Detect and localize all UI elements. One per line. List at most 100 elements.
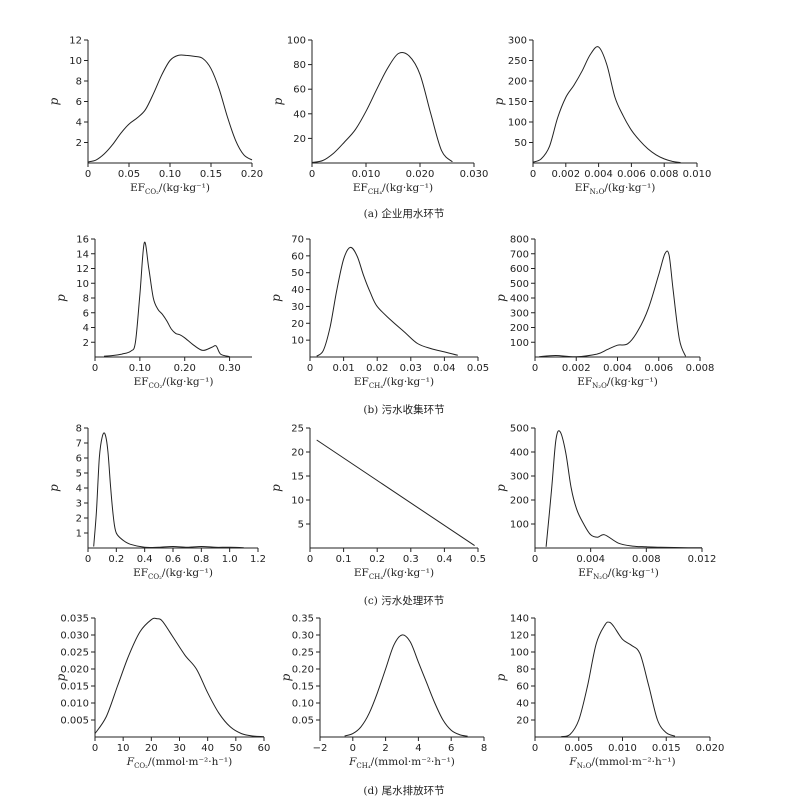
y-tick-label: 80 [293, 60, 306, 71]
x-tick-label: 4 [415, 743, 421, 754]
chart-panel-2: 0 0.010 0.020 0.030 20 40 60 80 100 p EFCH₄/(kg·kg… [271, 36, 488, 197]
x-tick-label: 0 [309, 169, 315, 180]
caption-b: (b) 污水收集环节 [363, 403, 444, 416]
y-tick-label: 150 [508, 97, 527, 108]
density-curve [93, 432, 244, 549]
y-tick-label: 2 [76, 138, 82, 149]
y-tick-label: 200 [510, 323, 529, 334]
y-tick-label: 300 [510, 472, 529, 483]
chart-panel-1: 0 0.05 0.10 0.15 0.20 2 4 6 8 10 12 p EFCO₂/(kg·kg⁻¹… [47, 36, 263, 197]
density-curve [87, 54, 253, 163]
y-axis-label: p [47, 97, 61, 105]
y-tick-label: 60 [291, 251, 304, 262]
x-tick-label: 0.008 [650, 169, 679, 180]
x-tick-label: 0.020 [696, 743, 725, 754]
y-axis-label: p [269, 484, 283, 492]
x-tick-label: 0.004 [576, 554, 605, 565]
x-axis-label: EFN₂O/(kg·kg⁻¹) [577, 376, 658, 390]
y-tick-label: 200 [510, 496, 529, 507]
y-tick-label: 6 [76, 97, 82, 108]
y-tick-label: 20 [293, 134, 306, 145]
y-tick-label: 0.35 [292, 614, 314, 625]
x-tick-label: 0 [92, 363, 98, 374]
y-tick-label: 500 [510, 279, 529, 290]
chart-panel-4: 0 0.10 0.20 0.30 2 4 6 8 10 12 14 16 p EFCO₂/(kg·kg⁻¹… [54, 235, 252, 390]
y-tick-label: 10 [69, 56, 82, 67]
y-axis-label: p [271, 97, 285, 105]
y-tick-label: 0.010 [60, 699, 89, 710]
x-tick-label: −2 [313, 743, 328, 754]
chart-panel-9: 0 0.004 0.008 0.012 100 200 300 400 500 p EFN₂O/(k… [494, 424, 716, 582]
y-tick-label: 7 [76, 439, 82, 450]
y-tick-label: 40 [291, 285, 304, 296]
y-tick-label: 0.015 [60, 682, 89, 693]
x-axis-label: FCH₄/(mmol·m⁻²·h⁻¹) [348, 756, 455, 770]
y-tick-label: 0.020 [60, 665, 89, 676]
y-tick-label: 14 [76, 249, 89, 260]
x-tick-label: 0.002 [562, 363, 591, 374]
y-tick-label: 10 [291, 496, 304, 507]
y-tick-label: 250 [508, 56, 527, 67]
x-tick-label: 0.006 [644, 363, 673, 374]
density-curve [561, 621, 676, 738]
y-tick-label: 600 [510, 264, 529, 275]
x-tick-label: 6 [448, 743, 454, 754]
y-tick-label: 100 [510, 338, 529, 349]
x-tick-label: 0.004 [584, 169, 613, 180]
y-tick-label: 12 [69, 36, 82, 47]
x-axis-label: FCO₂/(mmol·m⁻²·h⁻¹) [126, 756, 232, 770]
x-tick-label: 20 [145, 743, 158, 754]
y-tick-label: 3 [76, 499, 82, 510]
density-curve [311, 51, 453, 163]
y-tick-label: 5 [298, 520, 304, 531]
y-tick-label: 4 [76, 484, 82, 495]
y-tick-label: 2 [76, 514, 82, 525]
y-tick-label: 10 [291, 336, 304, 347]
y-tick-label: 80 [516, 665, 529, 676]
y-tick-label: 0.005 [60, 716, 89, 727]
chart-panel-5: 0 0.01 0.02 0.03 0.04 0.05 10 20 30 40 50 60 70 p EFCH… [269, 235, 489, 391]
y-tick-label: 0.05 [292, 716, 314, 727]
y-tick-label: 0.15 [292, 682, 314, 693]
x-tick-label: 30 [173, 743, 186, 754]
caption-a: (a) 企业用水环节 [364, 207, 445, 220]
x-tick-label: 60 [258, 743, 271, 754]
panels: 0 0.05 0.10 0.15 0.2024681012pEFCO₂/(kg·kg⁻¹… [47, 36, 724, 771]
x-tick-label: 0 [92, 743, 98, 754]
y-tick-label: 100 [287, 36, 306, 47]
y-tick-label: 20 [291, 319, 304, 330]
y-tick-label: 100 [508, 118, 527, 129]
x-axis-label: EFN₂O/(kg·kg⁻¹) [578, 567, 659, 581]
y-tick-label: 20 [516, 716, 529, 727]
x-tick-label: 0.1 [336, 554, 352, 565]
x-tick-label: 0.03 [400, 363, 422, 374]
y-tick-label: 40 [293, 109, 306, 120]
x-tick-label: 0 [85, 169, 91, 180]
y-tick-label: 140 [510, 614, 529, 625]
x-tick-label: 0.8 [193, 554, 209, 565]
x-tick-label: 0.05 [467, 363, 489, 374]
x-tick-label: 0.002 [551, 169, 580, 180]
y-axis-label: p [47, 484, 61, 492]
y-tick-label: 15 [291, 472, 304, 483]
density-curve [103, 241, 230, 358]
x-tick-label: 0.012 [688, 554, 717, 565]
y-tick-label: 25 [291, 424, 304, 435]
x-tick-label: 0.4 [137, 554, 153, 565]
x-tick-label: 0.4 [436, 554, 452, 565]
y-tick-label: 60 [293, 85, 306, 96]
x-axis-label: EFCH₄/(kg·kg⁻¹) [354, 376, 434, 390]
y-tick-label: 300 [510, 308, 529, 319]
y-tick-label: 100 [510, 648, 529, 659]
x-tick-label: 0.10 [159, 169, 181, 180]
y-tick-label: 0.030 [60, 631, 89, 642]
x-axis-label: EFN₂O/(kg·kg⁻¹) [575, 182, 656, 196]
x-tick-label: 0.20 [241, 169, 263, 180]
caption-c: (c) 污水处理环节 [364, 595, 444, 607]
chart-panel-6: 0 0.002 0.004 0.006 0.008 100 200 300 400 500 600 7… [494, 235, 714, 391]
y-tick-label: 16 [76, 235, 89, 246]
y-tick-label: 4 [83, 323, 89, 334]
density-curve [532, 46, 681, 164]
x-tick-label: 0 [307, 363, 313, 374]
y-tick-label: 8 [83, 294, 89, 305]
